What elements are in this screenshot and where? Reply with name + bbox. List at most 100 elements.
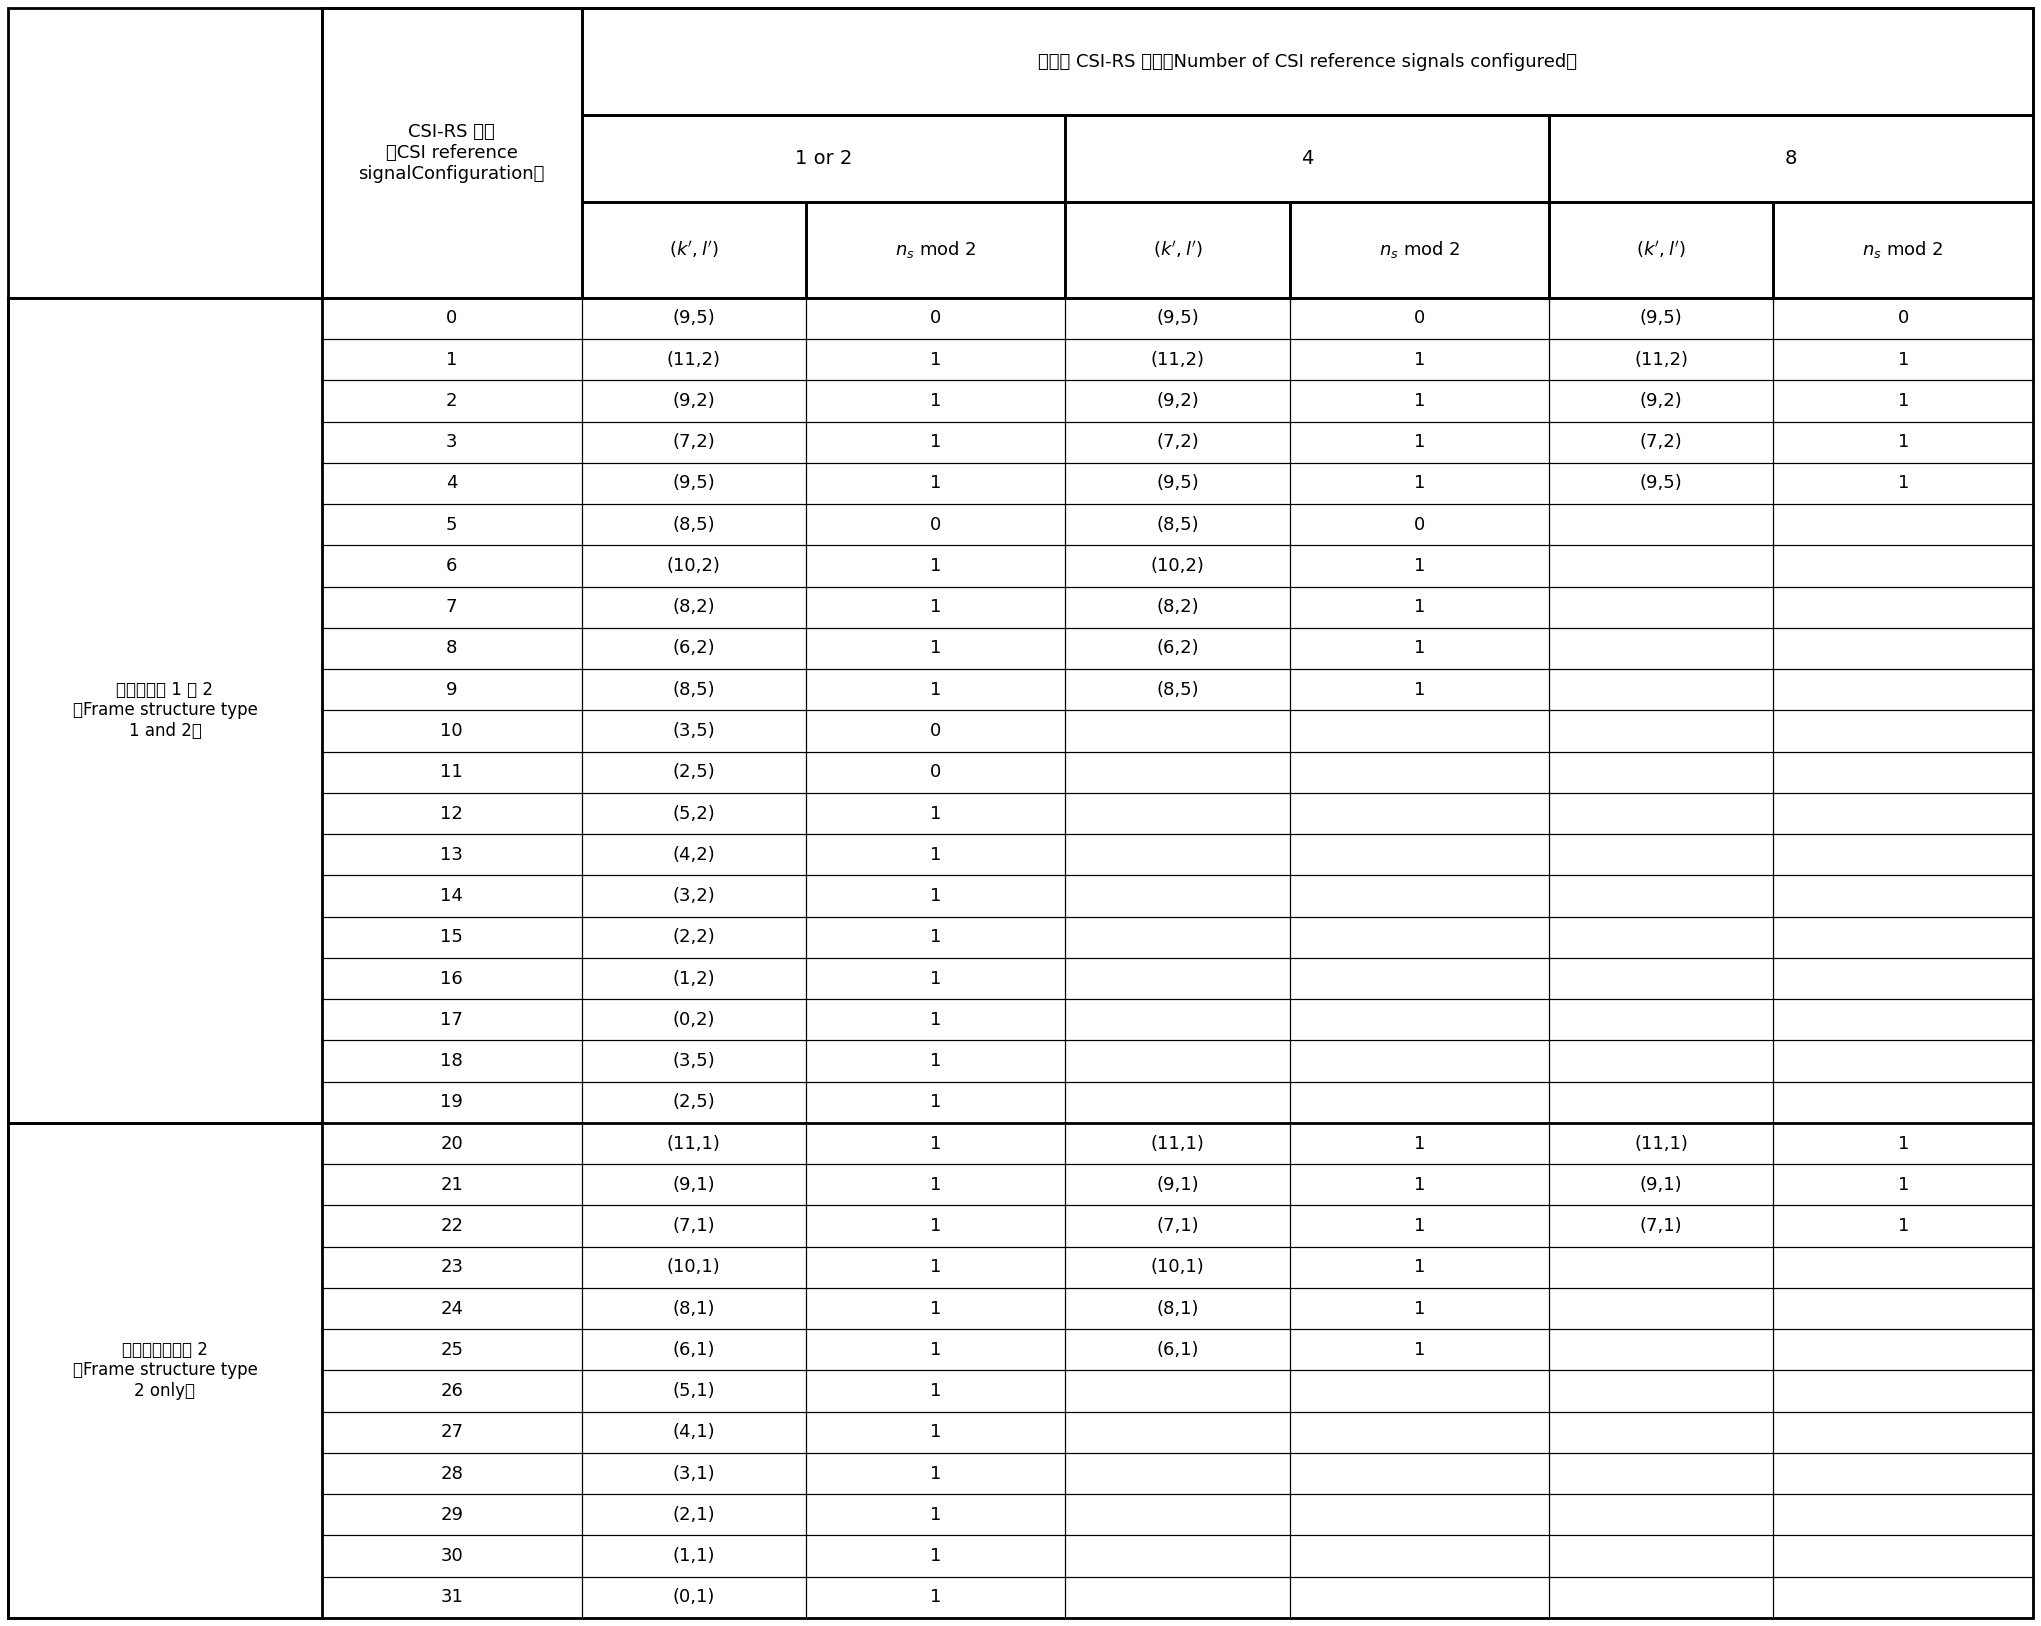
Bar [1065, 1124, 1290, 1164]
Bar [1065, 628, 1290, 670]
Bar [806, 958, 1065, 998]
Bar [806, 751, 1065, 793]
Text: (4,1): (4,1) [671, 1423, 714, 1441]
Bar [322, 1371, 582, 1411]
Text: (8,5): (8,5) [1155, 515, 1198, 533]
Bar [1549, 1328, 1774, 1371]
Bar [1549, 421, 1774, 463]
Text: 1: 1 [931, 1052, 941, 1070]
Bar [322, 1205, 582, 1247]
Text: 28: 28 [441, 1465, 463, 1483]
Bar [1774, 545, 2033, 587]
Bar [322, 421, 582, 463]
Bar [322, 340, 582, 380]
Bar [582, 1371, 806, 1411]
Bar [1549, 587, 1774, 628]
Text: 4: 4 [445, 475, 457, 493]
Bar [1065, 587, 1290, 628]
Bar [582, 670, 806, 711]
Bar [582, 1041, 806, 1081]
Bar [322, 917, 582, 958]
Bar [1549, 504, 1774, 545]
Text: 23: 23 [441, 1259, 463, 1276]
Text: 1: 1 [931, 433, 941, 450]
Text: (11,1): (11,1) [667, 1135, 720, 1153]
Bar [322, 8, 582, 298]
Text: (11,1): (11,1) [1635, 1135, 1688, 1153]
Text: 1: 1 [1414, 598, 1425, 616]
Text: 1: 1 [931, 351, 941, 369]
Text: 8: 8 [1786, 150, 1798, 167]
Bar [1774, 998, 2033, 1041]
Bar [1774, 1411, 2033, 1454]
Bar [1065, 380, 1290, 421]
Text: 1: 1 [1414, 558, 1425, 576]
Bar [1065, 1494, 1290, 1535]
Bar [1290, 421, 1549, 463]
Bar [806, 1081, 1065, 1124]
Bar [322, 463, 582, 504]
Bar [1549, 1454, 1774, 1494]
Text: (5,2): (5,2) [671, 805, 714, 823]
Text: (10,2): (10,2) [1151, 558, 1204, 576]
Bar [582, 751, 806, 793]
Text: 1: 1 [931, 1135, 941, 1153]
Bar [1065, 1164, 1290, 1205]
Text: 1: 1 [931, 1011, 941, 1029]
Bar [8, 298, 322, 1124]
Bar [582, 834, 806, 875]
Bar [582, 1411, 806, 1454]
Bar [1549, 115, 2033, 202]
Text: 1: 1 [1414, 1341, 1425, 1359]
Bar [1774, 463, 2033, 504]
Bar [1549, 834, 1774, 875]
Bar [806, 917, 1065, 958]
Text: (7,1): (7,1) [1641, 1218, 1682, 1236]
Text: 14: 14 [441, 888, 463, 906]
Bar [1290, 958, 1549, 998]
Text: 1: 1 [1898, 475, 1908, 493]
Bar [1774, 793, 2033, 834]
Bar [1549, 711, 1774, 751]
Bar [582, 711, 806, 751]
Text: 1: 1 [931, 1506, 941, 1524]
Bar [582, 202, 806, 298]
Bar [806, 202, 1065, 298]
Bar [8, 1124, 322, 1618]
Text: 0: 0 [931, 515, 941, 533]
Text: 1: 1 [931, 1093, 941, 1111]
Bar [1290, 587, 1549, 628]
Text: 0: 0 [931, 763, 941, 780]
Bar [322, 1535, 582, 1577]
Text: 1: 1 [1414, 1218, 1425, 1236]
Bar [1290, 670, 1549, 711]
Text: (3,1): (3,1) [671, 1465, 714, 1483]
Bar [1290, 1454, 1549, 1494]
Text: 仅有帧结构类型 2
（Frame structure type
2 only）: 仅有帧结构类型 2 （Frame structure type 2 only） [73, 1341, 257, 1400]
Bar [322, 1081, 582, 1124]
Bar [1065, 998, 1290, 1041]
Text: (8,5): (8,5) [671, 681, 714, 699]
Bar [1290, 1535, 1549, 1577]
Text: (2,5): (2,5) [671, 1093, 714, 1111]
Bar [582, 1124, 806, 1164]
Bar [322, 793, 582, 834]
Text: (5,1): (5,1) [671, 1382, 714, 1400]
Bar [1065, 670, 1290, 711]
Text: 1: 1 [931, 888, 941, 906]
Bar [1774, 340, 2033, 380]
Bar [1549, 1494, 1774, 1535]
Bar [1290, 751, 1549, 793]
Text: 1: 1 [1414, 1299, 1425, 1317]
Bar [1549, 1247, 1774, 1288]
Bar [806, 1124, 1065, 1164]
Text: (7,2): (7,2) [1639, 433, 1682, 450]
Bar [322, 1247, 582, 1288]
Bar [582, 504, 806, 545]
Text: (2,2): (2,2) [671, 928, 714, 946]
Bar [1290, 793, 1549, 834]
Text: 1: 1 [931, 1341, 941, 1359]
Bar [806, 1535, 1065, 1577]
Text: 1: 1 [931, 639, 941, 657]
Bar [1774, 1164, 2033, 1205]
